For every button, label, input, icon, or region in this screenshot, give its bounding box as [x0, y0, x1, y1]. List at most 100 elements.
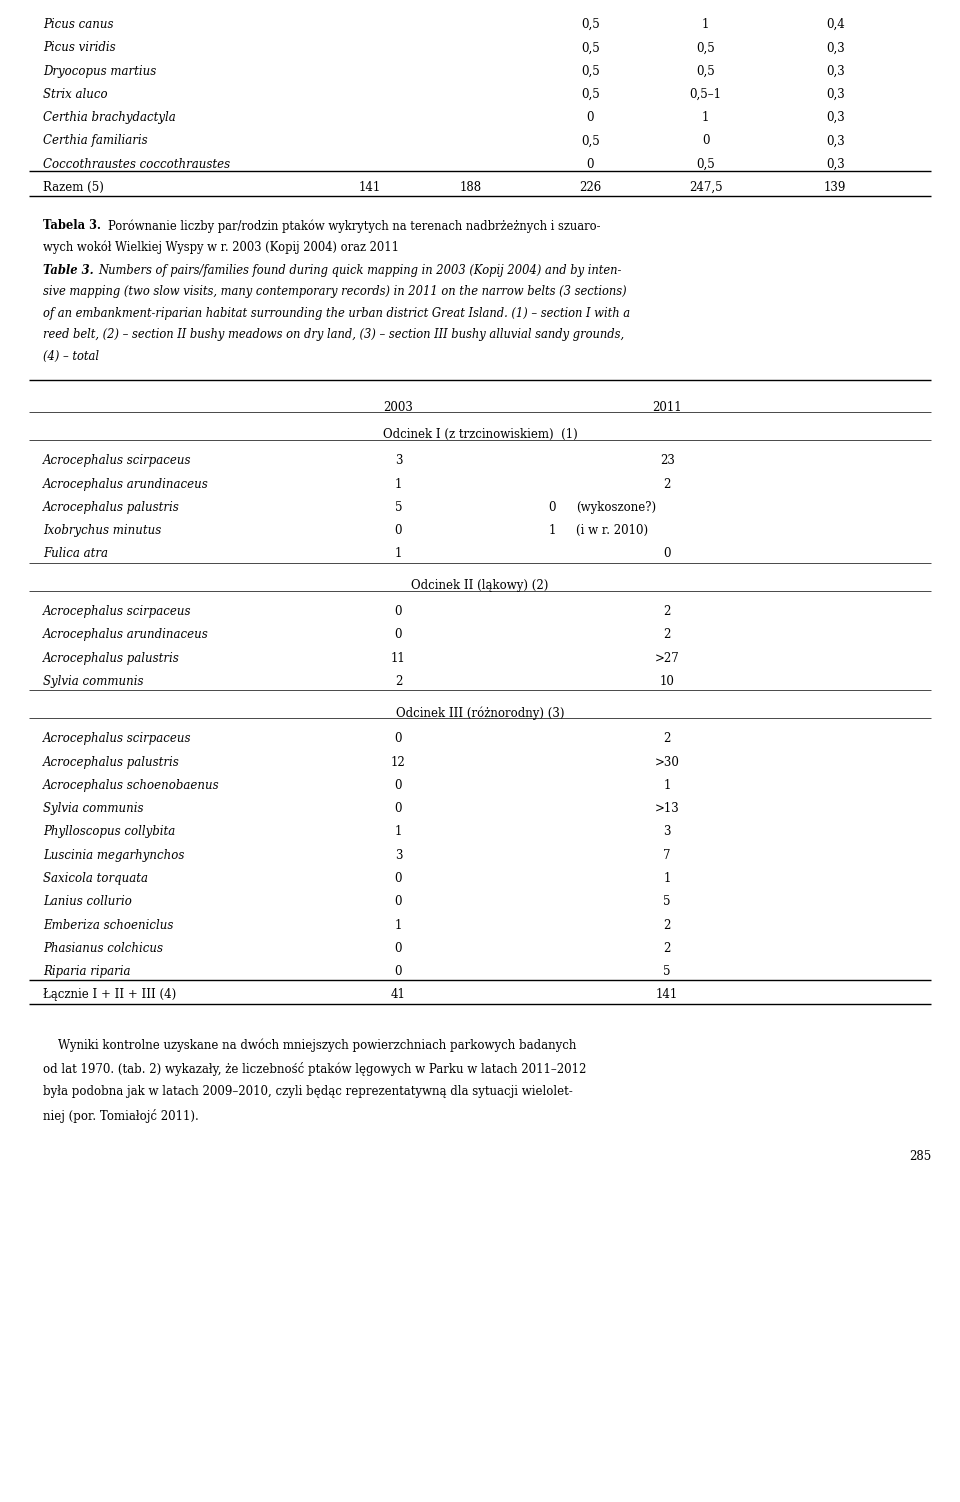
Text: 0,3: 0,3: [826, 87, 845, 101]
Text: 0: 0: [587, 158, 594, 171]
Text: Odcinek I (z trzcinowiskiem)  (1): Odcinek I (z trzcinowiskiem) (1): [383, 428, 577, 442]
Text: 2: 2: [663, 478, 671, 491]
Text: 3: 3: [395, 849, 402, 862]
Text: Łącznie I + II + III (4): Łącznie I + II + III (4): [43, 988, 177, 1002]
Text: 1: 1: [702, 111, 709, 125]
Text: 2: 2: [663, 628, 671, 641]
Text: 0,3: 0,3: [826, 41, 845, 54]
Text: 0,3: 0,3: [826, 65, 845, 78]
Text: 0: 0: [395, 895, 402, 909]
Text: 0,5: 0,5: [696, 41, 715, 54]
Text: 0: 0: [395, 605, 402, 617]
Text: 0,3: 0,3: [826, 134, 845, 147]
Text: >30: >30: [655, 756, 680, 769]
Text: 0,3: 0,3: [826, 158, 845, 171]
Text: of an embankment-riparian habitat surrounding the urban district Great Island. (: of an embankment-riparian habitat surrou…: [43, 306, 631, 320]
Text: 2: 2: [663, 605, 671, 617]
Text: Acrocephalus scirpaceus: Acrocephalus scirpaceus: [43, 605, 192, 617]
Text: 285: 285: [909, 1151, 931, 1163]
Text: 0: 0: [395, 524, 402, 538]
Text: 0,5: 0,5: [581, 134, 600, 147]
Text: 1: 1: [395, 548, 402, 560]
Text: Saxicola torquata: Saxicola torquata: [43, 873, 148, 885]
Text: Luscinia megarhynchos: Luscinia megarhynchos: [43, 849, 184, 862]
Text: 226: 226: [579, 180, 602, 194]
Text: Sylvia communis: Sylvia communis: [43, 674, 144, 688]
Text: 0,5: 0,5: [696, 158, 715, 171]
Text: 0: 0: [395, 873, 402, 885]
Text: >27: >27: [655, 652, 680, 664]
Text: 188: 188: [459, 180, 482, 194]
Text: (4) – total: (4) – total: [43, 350, 99, 362]
Text: 5: 5: [395, 502, 402, 514]
Text: Phylloscopus collybita: Phylloscopus collybita: [43, 826, 176, 838]
Text: 2: 2: [663, 919, 671, 931]
Text: 10: 10: [660, 674, 675, 688]
Text: Picus viridis: Picus viridis: [43, 41, 116, 54]
Text: 0,5: 0,5: [581, 18, 600, 32]
Text: Odcinek III (różnorodny) (3): Odcinek III (różnorodny) (3): [396, 706, 564, 719]
Text: 1: 1: [395, 919, 402, 931]
Text: 0: 0: [587, 111, 594, 125]
Text: 11: 11: [391, 652, 406, 664]
Text: 247,5: 247,5: [688, 180, 723, 194]
Text: Table 3.: Table 3.: [43, 264, 94, 276]
Text: Strix aluco: Strix aluco: [43, 87, 108, 101]
Text: Acrocephalus schoenobaenus: Acrocephalus schoenobaenus: [43, 780, 220, 792]
Text: 12: 12: [391, 756, 406, 769]
Text: od lat 1970. (tab. 2) wykazały, że liczebność ptaków lęgowych w Parku w latach 2: od lat 1970. (tab. 2) wykazały, że licze…: [43, 1062, 587, 1075]
Text: (i w r. 2010): (i w r. 2010): [576, 524, 648, 538]
Text: Riparia riparia: Riparia riparia: [43, 966, 131, 978]
Text: >13: >13: [655, 802, 680, 816]
Text: 0,5: 0,5: [581, 41, 600, 54]
Text: Tabela 3.: Tabela 3.: [43, 219, 101, 233]
Text: 1: 1: [702, 18, 709, 32]
Text: 7: 7: [663, 849, 671, 862]
Text: 3: 3: [663, 826, 671, 838]
Text: 0,5–1: 0,5–1: [689, 87, 722, 101]
Text: Dryocopus martius: Dryocopus martius: [43, 65, 156, 78]
Text: Odcinek II (ląkowy) (2): Odcinek II (ląkowy) (2): [411, 578, 549, 592]
Text: 2: 2: [395, 674, 402, 688]
Text: Acrocephalus palustris: Acrocephalus palustris: [43, 502, 180, 514]
Text: Emberiza schoeniclus: Emberiza schoeniclus: [43, 919, 174, 931]
Text: 41: 41: [391, 988, 406, 1002]
Text: Sylvia communis: Sylvia communis: [43, 802, 144, 816]
Text: 0: 0: [395, 780, 402, 792]
Text: Certhia familiaris: Certhia familiaris: [43, 134, 148, 147]
Text: 2011: 2011: [653, 401, 682, 415]
Text: Acrocephalus scirpaceus: Acrocephalus scirpaceus: [43, 455, 192, 467]
Text: niej (por. Tomiałojć 2011).: niej (por. Tomiałojć 2011).: [43, 1108, 199, 1122]
Text: 0: 0: [395, 942, 402, 955]
Text: Wyniki kontrolne uzyskane na dwóch mniejszych powierzchniach parkowych badanych: Wyniki kontrolne uzyskane na dwóch mniej…: [43, 1039, 577, 1053]
Text: 141: 141: [358, 180, 381, 194]
Text: Acrocephalus arundinaceus: Acrocephalus arundinaceus: [43, 628, 209, 641]
Text: Fulica atra: Fulica atra: [43, 548, 108, 560]
Text: 5: 5: [663, 895, 671, 909]
Text: Coccothraustes coccothraustes: Coccothraustes coccothraustes: [43, 158, 230, 171]
Text: 0: 0: [702, 134, 709, 147]
Text: 0,5: 0,5: [581, 87, 600, 101]
Text: 0,5: 0,5: [696, 65, 715, 78]
Text: reed belt, (2) – section II bushy meadows on dry land, (3) – section III bushy a: reed belt, (2) – section II bushy meadow…: [43, 329, 624, 341]
Text: 1: 1: [663, 873, 671, 885]
Text: Ixobrychus minutus: Ixobrychus minutus: [43, 524, 161, 538]
Text: 0: 0: [395, 802, 402, 816]
Text: Picus canus: Picus canus: [43, 18, 113, 32]
Text: 0,5: 0,5: [581, 65, 600, 78]
Text: 1: 1: [395, 826, 402, 838]
Text: Acrocephalus arundinaceus: Acrocephalus arundinaceus: [43, 478, 209, 491]
Text: Acrocephalus scirpaceus: Acrocephalus scirpaceus: [43, 733, 192, 745]
Text: 139: 139: [824, 180, 847, 194]
Text: 0: 0: [395, 966, 402, 978]
Text: Certhia brachydactyla: Certhia brachydactyla: [43, 111, 176, 125]
Text: 0: 0: [395, 733, 402, 745]
Text: Acrocephalus palustris: Acrocephalus palustris: [43, 652, 180, 664]
Text: 0: 0: [548, 502, 556, 514]
Text: 0: 0: [663, 548, 671, 560]
Text: 1: 1: [663, 780, 671, 792]
Text: 1: 1: [548, 524, 556, 538]
Text: Numbers of pairs/families found during quick mapping in 2003 (Kopij 2004) and by: Numbers of pairs/families found during q…: [98, 264, 621, 276]
Text: Lanius collurio: Lanius collurio: [43, 895, 132, 909]
Text: 0: 0: [395, 628, 402, 641]
